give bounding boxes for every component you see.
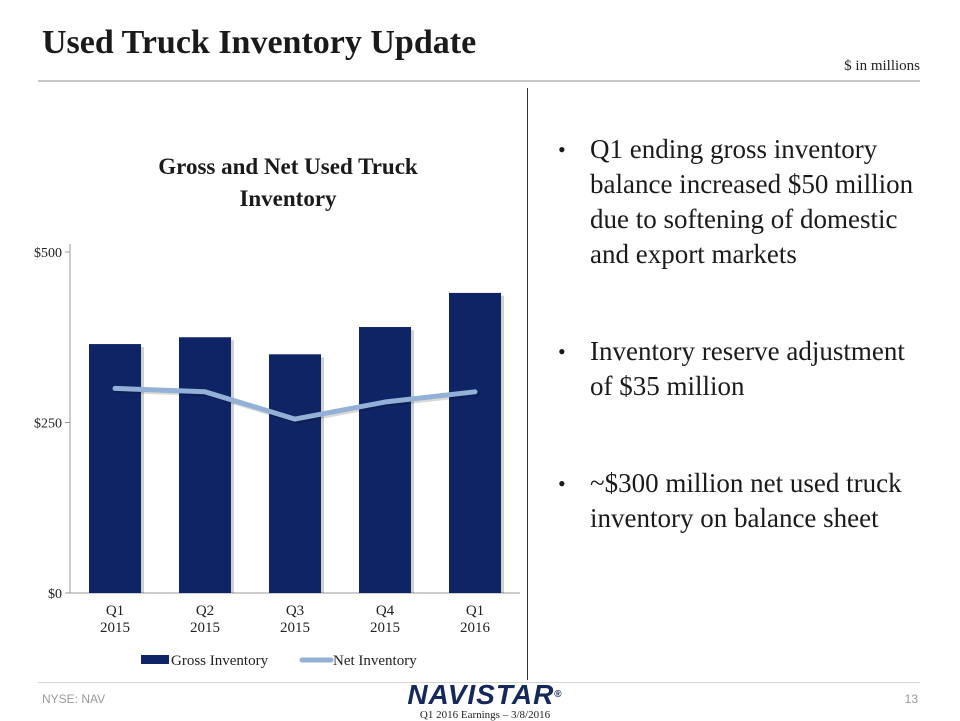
chart-container: Gross and Net Used Truck Inventory $0 $250 $…	[0, 140, 525, 680]
x-tick-label: Q3	[286, 603, 304, 619]
logo-wordmark: NAVISTAR®	[395, 681, 575, 709]
y-tick-label: $250	[34, 417, 62, 432]
gross-inventory-bar	[269, 354, 321, 593]
bullet-dot-icon: •	[558, 132, 566, 167]
bullet-item: • Q1 ending gross inventory balance incre…	[552, 132, 932, 272]
x-tick-label: 2015	[190, 620, 220, 636]
slide-title: Used Truck Inventory Update	[42, 24, 476, 62]
x-tick-label: 2015	[370, 620, 400, 636]
registered-mark: ®	[554, 689, 562, 700]
bullet-text: ~$300 million net used truck inventory o…	[590, 468, 902, 533]
chart-title-line: Gross and Net Used Truck	[158, 154, 418, 179]
title-rule	[38, 80, 920, 82]
chart-title-line: Inventory	[239, 186, 337, 211]
x-tick-label: 2015	[280, 620, 310, 636]
gross-inventory-bar	[359, 327, 411, 593]
gross-inventory-bar	[449, 293, 501, 593]
x-tick-label: Q1	[466, 603, 484, 619]
legend-net-label: Net Inventory	[333, 653, 417, 669]
bullet-list: • Q1 ending gross inventory balance incre…	[552, 132, 932, 598]
units-note: $ in millions	[844, 58, 920, 75]
inventory-chart: Gross and Net Used Truck Inventory $0 $250 $…	[0, 140, 525, 680]
x-tick-label: Q2	[196, 603, 214, 619]
bullet-text: Inventory reserve adjustment of $35 mill…	[590, 336, 905, 401]
x-tick-label: Q4	[376, 603, 395, 619]
legend-gross-swatch	[141, 655, 169, 664]
logo-text: NAVISTAR	[407, 679, 554, 710]
x-tick-label: Q1	[106, 603, 124, 619]
ticker-symbol: NYSE: NAV	[42, 692, 105, 706]
page-number: 13	[905, 692, 918, 706]
bullet-text: Q1 ending gross inventory balance increa…	[590, 134, 913, 269]
y-tick-label: $0	[48, 587, 62, 602]
x-tick-label: 2015	[100, 620, 130, 636]
footer-caption: Q1 2016 Earnings – 3/8/2016	[395, 709, 575, 721]
gross-inventory-bar	[179, 337, 231, 593]
gross-inventory-bar	[89, 344, 141, 593]
x-tick-label: 2016	[460, 620, 491, 636]
navistar-logo: NAVISTAR® Q1 2016 Earnings – 3/8/2016	[395, 681, 575, 721]
vertical-divider	[527, 88, 528, 680]
bullet-dot-icon: •	[558, 334, 566, 369]
bullet-item: • Inventory reserve adjustment of $35 mil…	[552, 334, 932, 404]
y-tick-label: $500	[34, 246, 62, 261]
legend-gross-label: Gross Inventory	[171, 653, 269, 669]
bullet-dot-icon: •	[558, 466, 566, 501]
bullet-item: • ~$300 million net used truck inventory …	[552, 466, 932, 536]
